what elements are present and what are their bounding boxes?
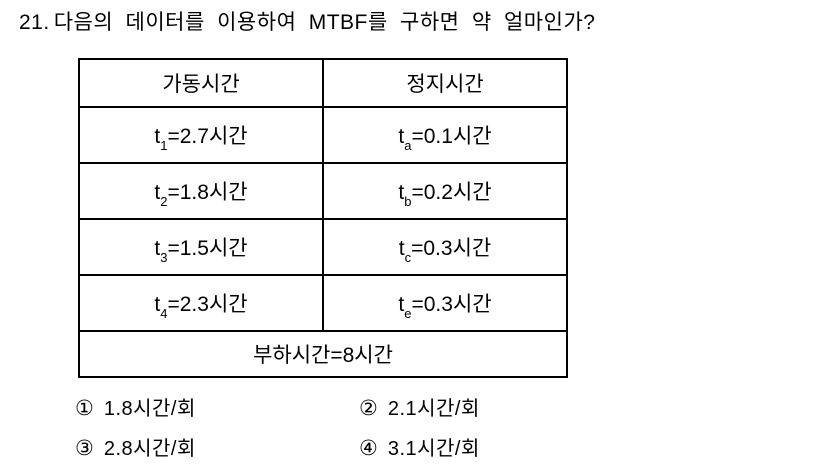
option-3-circle-number: ③ (75, 437, 94, 460)
table-footer-row: 부하시간=8시간 (78, 330, 568, 378)
table-header-row: 가동시간 정지시간 (78, 58, 568, 108)
answer-option-2[interactable]: ② 2.1시간/회 (359, 396, 480, 422)
stop-time-cell-e: te=0.3시간 (322, 274, 568, 332)
option-2-circle-number: ② (359, 397, 378, 420)
option-4-circle-number: ④ (359, 437, 378, 460)
table-row: t4=2.3시간 te=0.3시간 (78, 274, 568, 332)
table-row: t2=1.8시간 tb=0.2시간 (78, 162, 568, 220)
option-1-label: 1.8시간/회 (103, 398, 196, 420)
operating-time-cell-4: t4=2.3시간 (78, 274, 324, 332)
operating-time-cell-1: t1=2.7시간 (78, 106, 324, 164)
stop-time-cell-c: tc=0.3시간 (322, 218, 568, 276)
table-row: t3=1.5시간 tc=0.3시간 (78, 218, 568, 276)
question-title: 21. 다음의 데이터를 이용하여 MTBF를 구하면 약 얼마인가? (19, 10, 595, 36)
question-text: 다음의 데이터를 이용하여 MTBF를 구하면 약 얼마인가? (53, 11, 596, 34)
option-2-label: 2.1시간/회 (387, 398, 480, 420)
answer-option-3[interactable]: ③ 2.8시간/회 (75, 436, 196, 462)
operating-time-cell-3: t3=1.5시간 (78, 218, 324, 276)
load-time-cell: 부하시간=8시간 (78, 330, 568, 378)
option-1-circle-number: ① (75, 397, 94, 420)
operating-time-cell-2: t2=1.8시간 (78, 162, 324, 220)
answer-option-1[interactable]: ① 1.8시간/회 (75, 396, 196, 422)
option-3-label: 2.8시간/회 (103, 438, 196, 460)
col-header-operating-time: 가동시간 (78, 58, 324, 108)
option-4-label: 3.1시간/회 (387, 438, 480, 460)
answer-option-4[interactable]: ④ 3.1시간/회 (359, 436, 480, 462)
table-row: t1=2.7시간 ta=0.1시간 (78, 106, 568, 164)
stop-time-cell-b: tb=0.2시간 (322, 162, 568, 220)
question-number: 21. (19, 11, 50, 34)
col-header-stop-time: 정지시간 (322, 58, 568, 108)
stop-time-cell-a: ta=0.1시간 (322, 106, 568, 164)
mtbf-data-table: 가동시간 정지시간 t1=2.7시간 ta=0.1시간 t2=1.8시간 tb=… (78, 58, 568, 378)
